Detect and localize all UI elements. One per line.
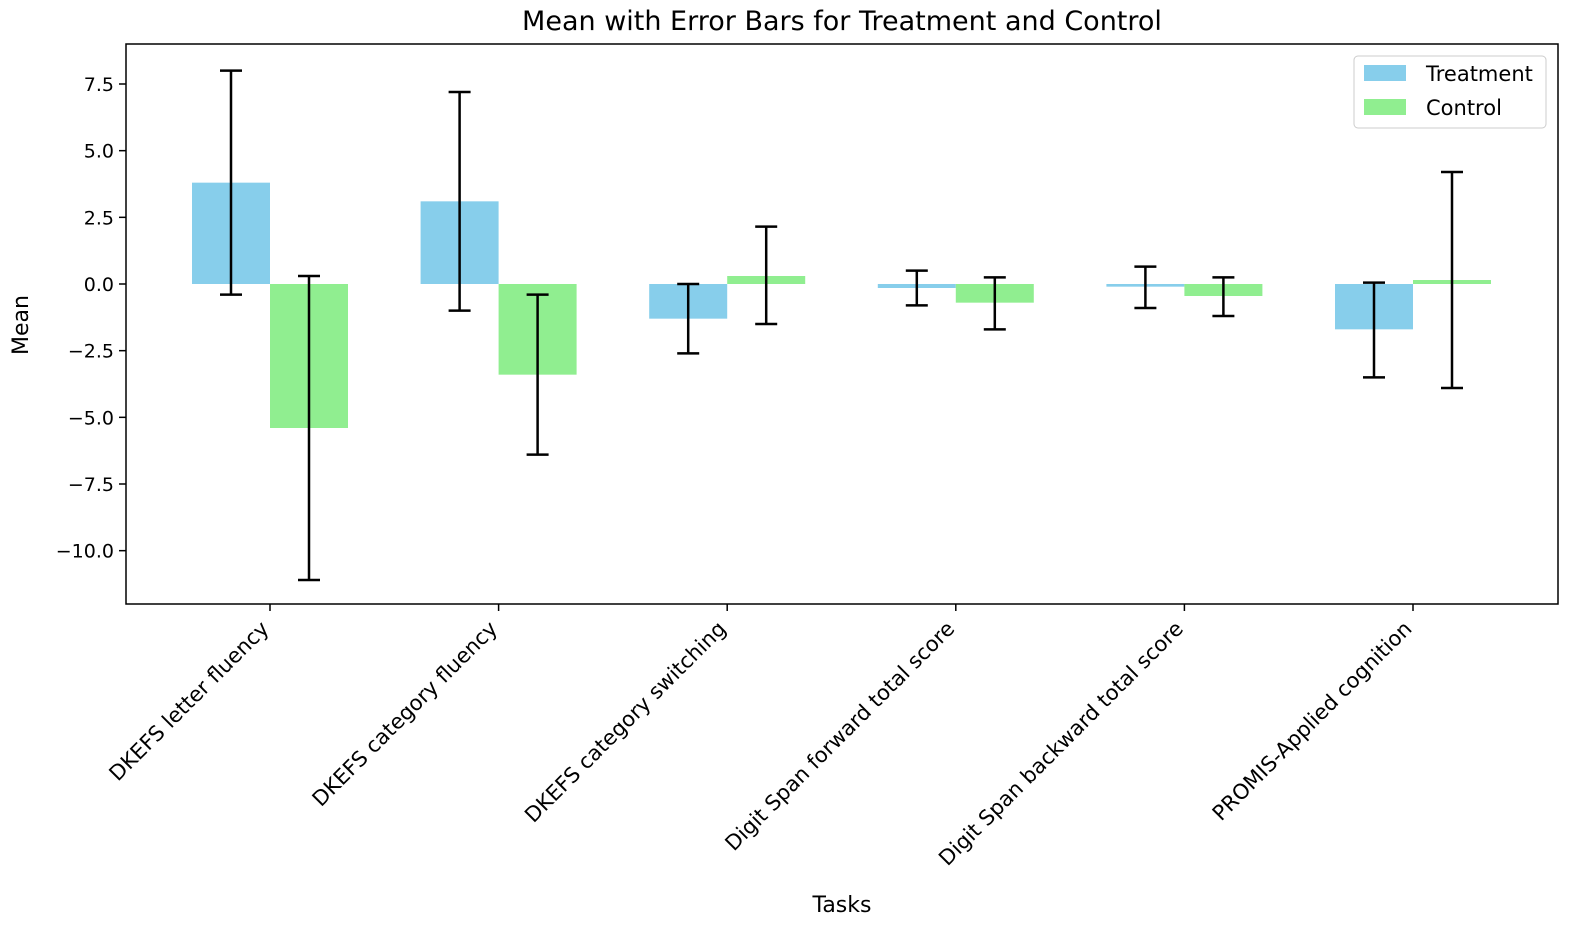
legend: Treatment Control — [1353, 55, 1547, 129]
y-tick-label: 2.5 — [84, 207, 114, 229]
legend-label-control: Control — [1426, 96, 1502, 120]
legend-swatch-control — [1364, 99, 1406, 115]
chart-title: Mean with Error Bars for Treatment and C… — [522, 6, 1162, 37]
y-tick-label: −10.0 — [56, 541, 114, 563]
y-tick-label: 5.0 — [84, 141, 114, 163]
x-axis-label: Tasks — [812, 893, 872, 918]
x-tick-label: Digit Span forward total score — [720, 617, 959, 856]
y-tick-label: −2.5 — [68, 341, 114, 363]
y-tick-label: 0.0 — [84, 274, 114, 296]
y-axis-label: Mean — [9, 295, 34, 355]
x-tick-label: PROMIS-Applied cognition — [1208, 617, 1417, 826]
x-tick-label: Digit Span backward total score — [934, 617, 1188, 871]
y-tick-label: −5.0 — [68, 407, 114, 429]
x-tick-label: DKEFS letter fluency — [104, 617, 273, 786]
x-tick-label: DKEFS category switching — [520, 617, 731, 828]
legend-label-treatment: Treatment — [1425, 62, 1533, 86]
legend-swatch-treatment — [1364, 65, 1406, 81]
y-tick-label: 7.5 — [84, 74, 114, 96]
y-tick-label: −7.5 — [68, 474, 114, 496]
plot-frame — [125, 43, 1559, 605]
x-tick-label: DKEFS category fluency — [308, 617, 503, 812]
